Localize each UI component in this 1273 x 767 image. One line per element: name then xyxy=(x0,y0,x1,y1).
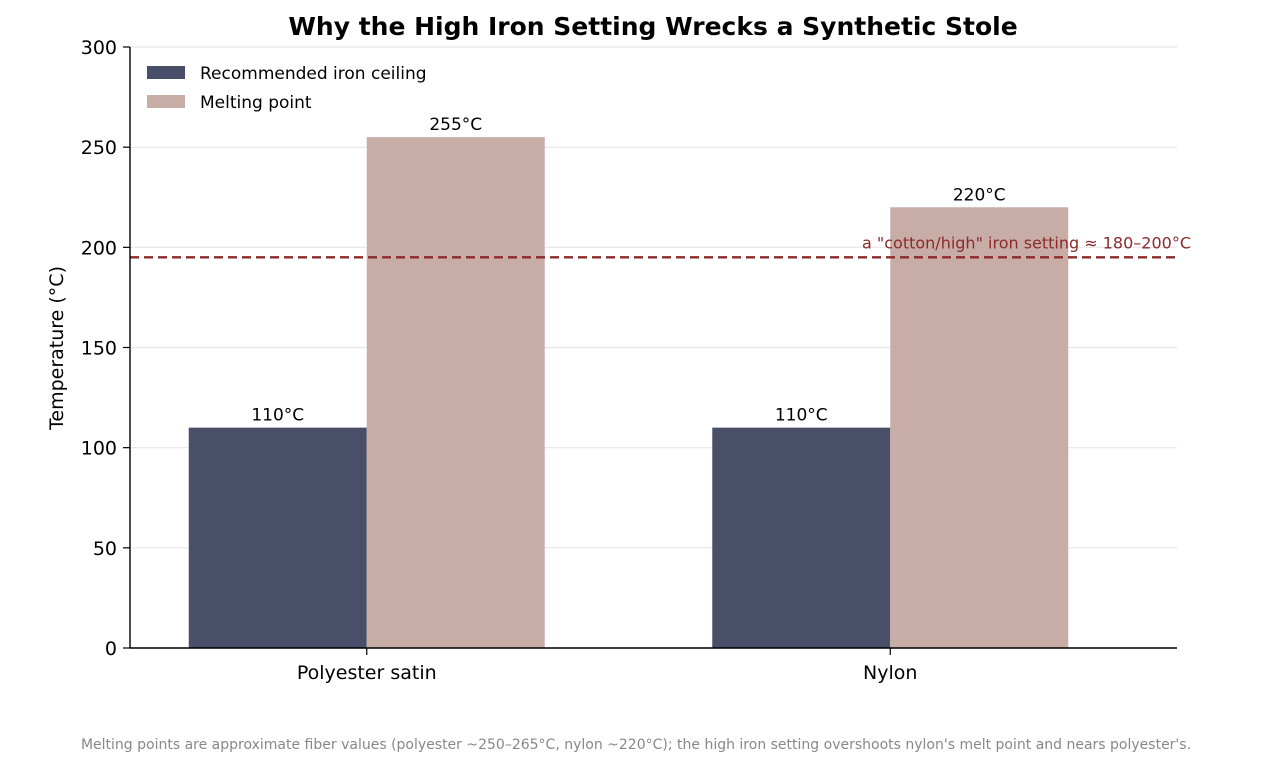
y-tick-label: 0 xyxy=(105,638,117,660)
legend-label: Melting point xyxy=(200,93,312,113)
bar-value-label: 110°C xyxy=(251,406,304,426)
bar xyxy=(890,207,1069,648)
data-labels: 110°C 255°C 110°C 220°C xyxy=(251,115,1005,425)
legend-swatch xyxy=(147,95,185,108)
y-tick-label: 200 xyxy=(81,237,117,259)
y-tick-label: 300 xyxy=(81,37,117,59)
bar-value-label: 255°C xyxy=(429,115,482,135)
bar xyxy=(366,137,545,648)
chart-title: Why the High Iron Setting Wrecks a Synth… xyxy=(288,12,1017,41)
footnote: Melting points are approximate fiber val… xyxy=(81,737,1191,753)
x-tick-label: Nylon xyxy=(863,662,917,684)
bar-value-label: 110°C xyxy=(775,406,828,426)
y-tick-label: 150 xyxy=(81,338,117,360)
x-axis-ticks: Polyester satin Nylon xyxy=(297,648,917,684)
bar-value-label: 220°C xyxy=(953,185,1006,205)
x-tick-label: Polyester satin xyxy=(297,662,437,684)
y-axis-label: Temperature (°C) xyxy=(46,266,68,431)
bar xyxy=(712,427,891,648)
bars xyxy=(188,137,1069,648)
y-tick-label: 250 xyxy=(81,137,117,159)
legend-label: Recommended iron ceiling xyxy=(200,64,427,84)
bar xyxy=(188,427,367,648)
reference-line-label: a "cotton/high" iron setting ≈ 180–200°C xyxy=(862,233,1191,252)
y-tick-label: 100 xyxy=(81,438,117,460)
y-axis-ticks: 0 50 100 150 200 250 300 xyxy=(81,37,130,660)
y-tick-label: 50 xyxy=(93,538,117,560)
reference-line-group: a "cotton/high" iron setting ≈ 180–200°C xyxy=(130,233,1191,259)
legend: Recommended iron ceiling Melting point xyxy=(147,64,427,113)
legend-swatch xyxy=(147,66,185,79)
